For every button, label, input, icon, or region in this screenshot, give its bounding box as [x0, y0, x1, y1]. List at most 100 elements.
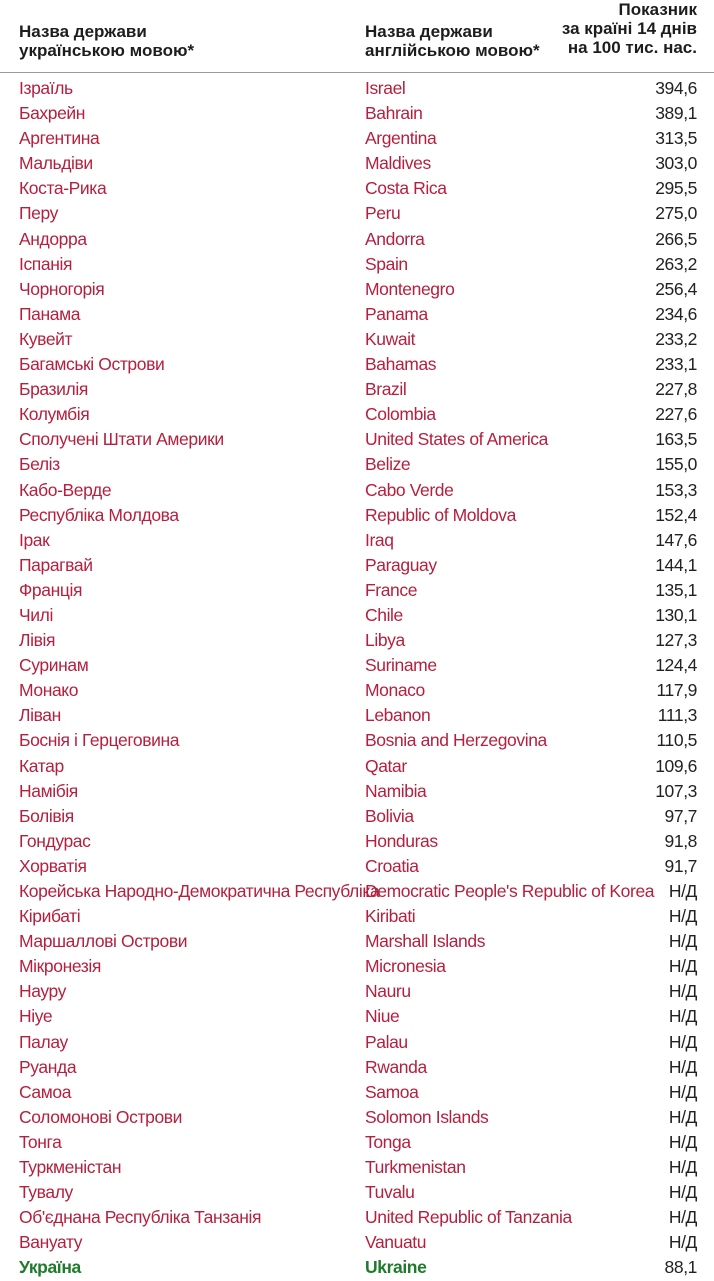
country-name-en: Bolivia	[365, 805, 414, 826]
incidence-value: 111,3	[657, 705, 698, 726]
incidence-value: 155,0	[655, 454, 697, 475]
incidence-value: 135,1	[655, 579, 697, 600]
header-country-en-line2: англійською мовою*	[365, 41, 540, 60]
header-country-ua: Назва держави українською мовою*	[19, 22, 194, 60]
table-row: Ірак Iraq 147,6	[0, 528, 714, 553]
header-country-en-line1: Назва держави	[365, 22, 493, 41]
incidence-value: 303,0	[655, 153, 697, 174]
country-name-en: Colombia	[365, 404, 436, 425]
country-name-ua: Вануату	[19, 1232, 83, 1253]
incidence-value: Н/Д	[668, 1232, 698, 1253]
table-row: Маршаллові Острови Marshall Islands Н/Д	[0, 929, 714, 954]
incidence-value: Н/Д	[668, 1006, 698, 1027]
table-row: Самоа Samoa Н/Д	[0, 1080, 714, 1105]
table-row: Гондурас Honduras 91,8	[0, 829, 714, 854]
incidence-value: 88,1	[664, 1257, 698, 1278]
country-name-en: Kiribati	[365, 906, 416, 927]
table-row: Сполучені Штати Америки United States of …	[0, 427, 714, 452]
country-name-en: Samoa	[365, 1081, 419, 1102]
table-row: Андорра Andorra 266,5	[0, 227, 714, 252]
country-name-ua: Сполучені Штати Америки	[19, 429, 224, 450]
table-row-highlight: Україна Ukraine 88,1	[0, 1255, 714, 1280]
country-name-ua: Республіка Молдова	[19, 504, 179, 525]
table-row: Тонга Tonga Н/Д	[0, 1130, 714, 1155]
country-name-en: Bahrain	[365, 103, 423, 124]
country-name-en: France	[365, 579, 418, 600]
table-row: Боснія і Герцеговина Bosnia and Herzegovi…	[0, 728, 714, 753]
country-name-ua: Палау	[19, 1031, 68, 1052]
table-row: Мікронезія Micronesia Н/Д	[0, 954, 714, 979]
table-row: Чорногорія Montenegro 256,4	[0, 277, 714, 302]
incidence-value: Н/Д	[668, 906, 698, 927]
incidence-value: Н/Д	[668, 1106, 698, 1127]
table-row: Республіка Молдова Republic of Moldova 152…	[0, 503, 714, 528]
country-name-ua: Бахрейн	[19, 103, 86, 124]
country-name-en: Niue	[365, 1006, 400, 1027]
table-body: Ізраїль Israel 394,6 Бахрейн Bahrain 389,1 Арг…	[0, 76, 714, 1281]
table-row: Ізраїль Israel 394,6	[0, 76, 714, 101]
table-row: Корейська Народно-Демократична Республік…	[0, 879, 714, 904]
country-name-en: Solomon Islands	[365, 1106, 489, 1127]
incidence-value: 295,5	[655, 178, 697, 199]
incidence-value: 91,7	[664, 855, 698, 876]
country-name-ua: Парагвай	[19, 554, 93, 575]
country-name-ua: Монако	[19, 680, 79, 701]
table-row: Панама Panama 234,6	[0, 302, 714, 327]
incidence-value: Н/Д	[668, 1131, 698, 1152]
country-name-en: Croatia	[365, 855, 419, 876]
table-row: Аргентина Argentina 313,5	[0, 126, 714, 151]
incidence-value: 107,3	[655, 780, 697, 801]
country-name-ua: Самоа	[19, 1081, 72, 1102]
incidence-value: Н/Д	[668, 1031, 698, 1052]
country-name-ua: Намібія	[19, 780, 78, 801]
table-row: Катар Qatar 109,6	[0, 754, 714, 779]
incidence-value: 313,5	[655, 128, 697, 149]
header-country-ua-line1: Назва держави	[19, 22, 147, 41]
country-name-en: Vanuatu	[365, 1232, 427, 1253]
country-name-en: Bahamas	[365, 354, 437, 375]
incidence-value: 256,4	[655, 278, 697, 299]
country-name-ua: Іспанія	[19, 253, 73, 274]
incidence-value: Н/Д	[668, 1081, 698, 1102]
country-name-ua: Коста-Рика	[19, 178, 107, 199]
table-row: Кувейт Kuwait 233,2	[0, 327, 714, 352]
incidence-value: 233,1	[655, 354, 697, 375]
incidence-value: 147,6	[655, 529, 697, 550]
country-name-en: Cabo Verde	[365, 479, 454, 500]
incidence-value: 110,5	[656, 730, 698, 751]
country-name-en: Honduras	[365, 830, 438, 851]
country-name-en: Ukraine	[365, 1257, 427, 1278]
country-name-ua: Багамські Острови	[19, 354, 165, 375]
country-name-en: United States of America	[365, 429, 548, 450]
header-country-ua-line2: українською мовою*	[19, 41, 195, 60]
incidence-value: Н/Д	[668, 931, 698, 952]
country-name-en: Montenegro	[365, 278, 455, 299]
country-name-en: Israel	[365, 78, 406, 98]
incidence-value: 389,1	[655, 103, 697, 124]
country-name-en: Spain	[365, 253, 408, 274]
table-row: Намібія Namibia 107,3	[0, 779, 714, 804]
country-name-ua: Корейська Народно-Демократична Республік…	[19, 881, 380, 901]
country-name-en: Monaco	[365, 680, 425, 701]
incidence-value: Н/Д	[668, 956, 698, 977]
country-name-en: Suriname	[365, 655, 437, 676]
country-name-en: Andorra	[365, 228, 425, 249]
country-name-ua: Беліз	[19, 454, 60, 475]
country-name-ua: Соломонові Острови	[19, 1106, 183, 1127]
country-name-ua: Боснія і Герцеговина	[19, 730, 180, 751]
country-name-ua: Тувалу	[19, 1182, 73, 1203]
country-name-en: Peru	[365, 203, 401, 224]
country-name-en: Turkmenistan	[365, 1157, 466, 1178]
incidence-value: 124,4	[655, 655, 697, 676]
country-name-en: Panama	[365, 303, 428, 324]
incidence-value: 163,5	[655, 429, 697, 450]
country-name-en: Tuvalu	[365, 1182, 415, 1203]
table-row: Науру Nauru Н/Д	[0, 979, 714, 1004]
country-name-ua: Мікронезія	[19, 956, 101, 977]
incidence-value: 234,6	[655, 303, 697, 324]
country-name-en: Brazil	[365, 379, 407, 400]
incidence-value: 127,3	[655, 630, 697, 651]
country-name-ua: Ірак	[19, 529, 50, 550]
country-name-en: Rwanda	[365, 1056, 427, 1077]
